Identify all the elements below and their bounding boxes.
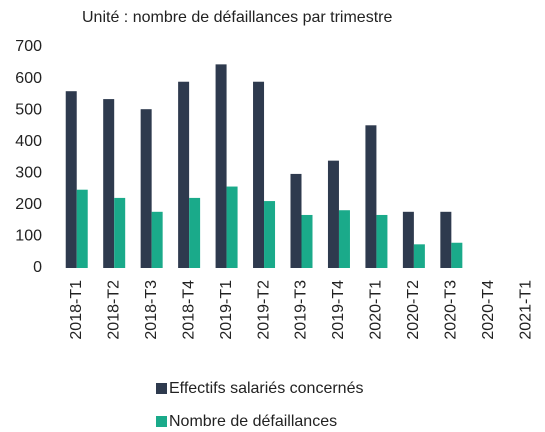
bar xyxy=(402,211,414,268)
bar xyxy=(76,189,88,268)
bar xyxy=(327,160,339,268)
y-tick-label: 0 xyxy=(33,259,42,276)
bar xyxy=(451,242,463,268)
bar xyxy=(365,125,377,268)
x-tick-label: 2018-T3 xyxy=(143,280,160,340)
x-tick-label: 2019-T4 xyxy=(330,280,347,340)
legend-swatch xyxy=(156,383,167,394)
x-tick-label: 2020-T4 xyxy=(480,280,497,340)
bar xyxy=(253,81,265,268)
y-tick-label: 700 xyxy=(15,38,42,55)
bar xyxy=(413,244,425,268)
bar xyxy=(226,186,238,268)
x-tick-label: 2018-T2 xyxy=(105,280,122,340)
bar xyxy=(140,109,152,269)
bar xyxy=(114,197,126,268)
bar xyxy=(178,81,190,268)
bar xyxy=(301,214,313,268)
x-tick-label: 2019-T2 xyxy=(255,280,272,340)
y-tick-label: 100 xyxy=(15,228,42,245)
bar xyxy=(151,211,163,268)
x-tick-label: 2018-T1 xyxy=(68,280,85,340)
x-tick-label: 2020-T3 xyxy=(443,280,460,340)
bar xyxy=(290,173,302,268)
legend-swatch xyxy=(156,416,167,427)
legend-label: Nombre de défaillances xyxy=(169,413,337,430)
bar xyxy=(440,211,452,268)
y-tick-label: 500 xyxy=(15,101,42,118)
y-tick-label: 600 xyxy=(15,70,42,87)
x-tick-label: 2019-T1 xyxy=(218,280,235,340)
bar xyxy=(264,201,276,268)
y-tick-label: 200 xyxy=(15,196,42,213)
x-tick-label: 2020-T2 xyxy=(405,280,422,340)
bar xyxy=(215,64,227,268)
x-tick-label: 2021-T1 xyxy=(517,280,534,340)
legend-label: Effectifs salariés concernés xyxy=(169,380,363,397)
chart-title: Unité : nombre de défaillances par trime… xyxy=(82,9,392,26)
y-tick-label: 300 xyxy=(15,165,42,182)
x-tick-label: 2020-T1 xyxy=(368,280,385,340)
x-tick-label: 2018-T4 xyxy=(180,280,197,340)
y-tick-label: 400 xyxy=(15,133,42,150)
bar xyxy=(65,91,77,268)
bar xyxy=(189,197,201,268)
bar xyxy=(103,99,115,268)
x-tick-label: 2019-T3 xyxy=(293,280,310,340)
bar xyxy=(376,214,388,268)
bar xyxy=(338,210,350,268)
